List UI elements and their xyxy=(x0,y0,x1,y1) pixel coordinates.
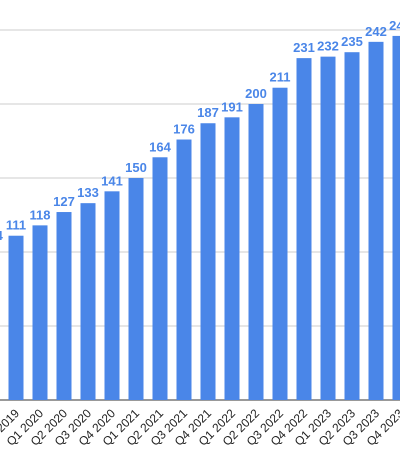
bar xyxy=(32,225,48,400)
value-label: 235 xyxy=(341,34,363,49)
bar xyxy=(272,87,288,400)
value-label: 211 xyxy=(270,70,291,85)
value-label: 187 xyxy=(197,105,219,120)
value-label: 104 xyxy=(0,228,4,243)
value-label: 242 xyxy=(365,24,387,39)
bar xyxy=(224,117,240,400)
value-label: 150 xyxy=(125,160,147,175)
value-label: 191 xyxy=(221,99,243,114)
value-label: 232 xyxy=(317,39,339,54)
bar xyxy=(8,235,24,400)
bar xyxy=(200,123,216,401)
bar xyxy=(248,104,264,400)
bar xyxy=(80,203,96,400)
value-label: 111 xyxy=(6,218,26,233)
value-label: 246 xyxy=(389,18,400,33)
bar xyxy=(128,178,144,400)
value-label: 231 xyxy=(293,40,315,55)
bar xyxy=(368,41,384,401)
bar xyxy=(152,157,168,400)
bar xyxy=(176,139,192,400)
value-label: 200 xyxy=(245,86,267,101)
bar xyxy=(344,52,360,400)
value-label: 133 xyxy=(77,185,99,200)
bar xyxy=(320,56,336,400)
value-label: 141 xyxy=(101,173,123,188)
value-label: 164 xyxy=(149,139,171,154)
value-label: 176 xyxy=(173,122,195,137)
bar xyxy=(296,58,312,401)
value-label: 127 xyxy=(53,194,75,209)
bar xyxy=(392,35,400,401)
value-label: 118 xyxy=(30,207,51,222)
bar xyxy=(56,212,72,400)
bar xyxy=(104,191,120,400)
